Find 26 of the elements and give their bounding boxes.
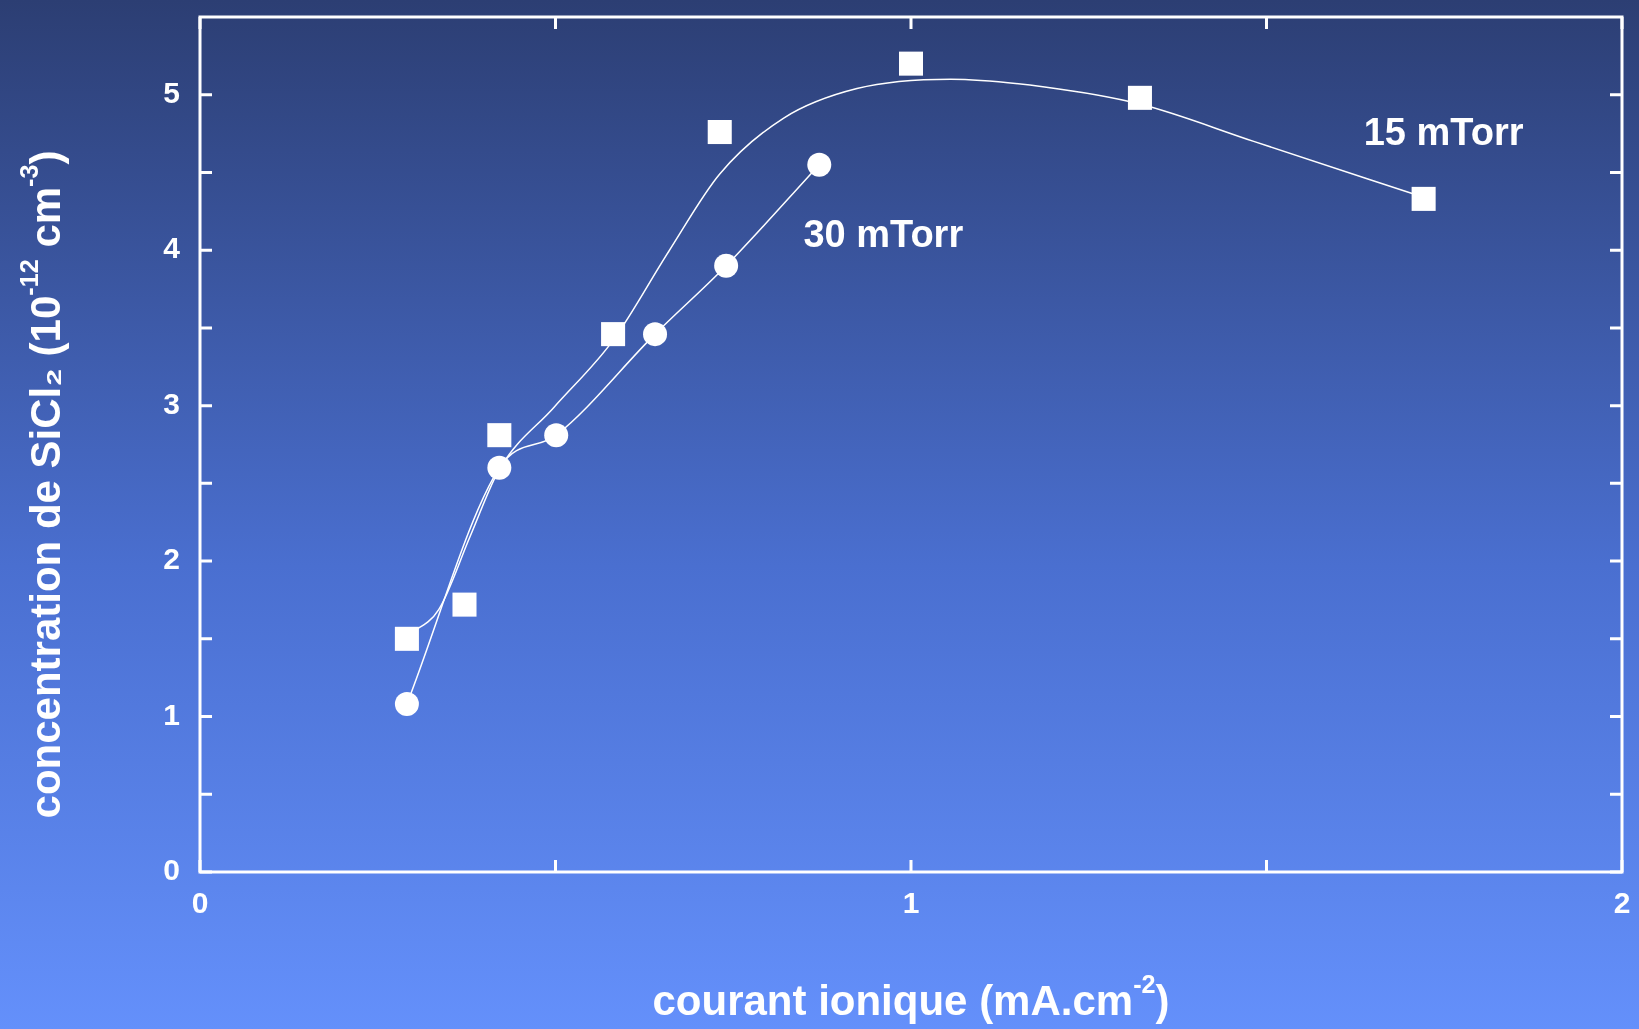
point <box>544 423 569 448</box>
point <box>1127 85 1152 110</box>
point <box>452 592 477 617</box>
point <box>601 322 626 347</box>
y-tick-label: 0 <box>163 853 180 887</box>
x-tick-label: 1 <box>902 886 920 920</box>
point <box>714 253 739 278</box>
x-tick-label: 2 <box>1613 886 1631 920</box>
point <box>394 692 419 717</box>
point <box>807 152 832 177</box>
y-tick-label: 2 <box>163 542 180 576</box>
point <box>487 455 512 480</box>
y-tick-label: 1 <box>163 697 180 731</box>
y-tick-label: 4 <box>163 231 181 265</box>
point <box>1411 186 1436 211</box>
series-label: 30 mTorr <box>803 213 964 256</box>
x-tick-label: 0 <box>191 886 209 920</box>
point <box>643 322 668 347</box>
point <box>487 423 512 448</box>
series-label: 15 mTorr <box>1363 111 1524 154</box>
point <box>394 626 419 651</box>
y-tick-label: 5 <box>163 75 180 109</box>
point <box>707 120 732 145</box>
point <box>898 51 924 76</box>
y-tick-label: 3 <box>163 386 180 420</box>
y-axis-title: concentration de SiCl₂ (10-12 cm-3) <box>15 150 69 819</box>
